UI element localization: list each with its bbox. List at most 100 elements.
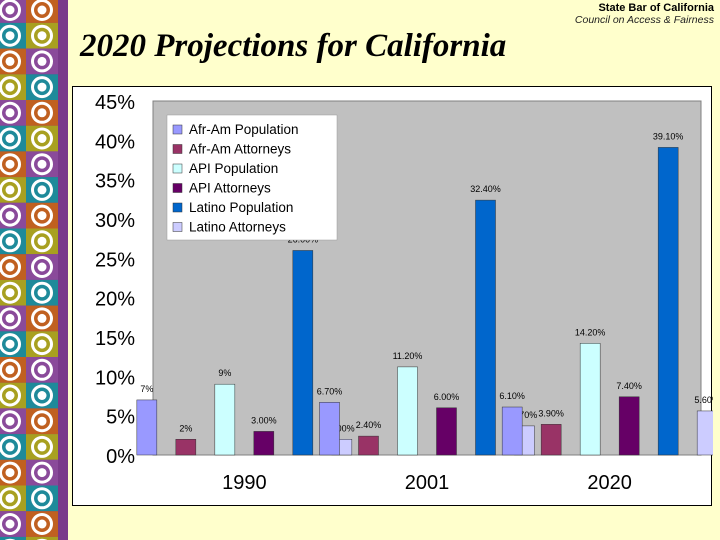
strip-ring-inner [5, 108, 15, 118]
bar [175, 439, 197, 456]
bar [540, 424, 562, 456]
strip-ring-inner [37, 442, 47, 452]
bar [292, 250, 314, 456]
bar [358, 435, 379, 456]
strip-ring-inner [5, 288, 15, 298]
data-label: 7% [140, 384, 153, 394]
strip-ring-inner [5, 134, 15, 143]
bar [319, 402, 340, 456]
data-label: 3.90% [538, 408, 564, 418]
legend-swatch [172, 144, 183, 154]
strip-ring-inner [37, 108, 47, 118]
data-label: 6.10% [499, 391, 525, 401]
decorative-circle-strip [0, 0, 68, 540]
strip-ring-inner [37, 262, 47, 272]
data-label: 2.40% [356, 420, 382, 430]
strip-ring-inner [37, 416, 47, 426]
bar-chart: 0% 5% 10% 15% 20% 25% 30% 35% 40% 45% 7% 2% 9% 3.00% 2… [95, 92, 713, 494]
legend-label: Afr-Am Attorneys [189, 142, 291, 157]
legend-label: API Attorneys [189, 181, 271, 196]
legend-label: Afr-Am Population [189, 122, 299, 137]
y-tick-label: 5% [106, 407, 135, 429]
bar [397, 366, 418, 456]
legend-label: Latino Population [189, 200, 293, 215]
y-tick-label: 30% [95, 210, 135, 232]
data-label: 5.60% [694, 395, 713, 405]
data-label: 3.00% [251, 415, 277, 425]
strip-ring-inner [5, 31, 15, 41]
strip-ring-inner [37, 159, 47, 169]
x-tick-label: 2001 [405, 472, 450, 494]
data-label: 2% [179, 423, 192, 433]
bar [136, 399, 158, 456]
strip-ring-inner [5, 56, 15, 66]
data-label: 32.40% [470, 184, 501, 194]
data-label: 2.00% [329, 423, 355, 433]
bar [657, 147, 679, 456]
strip-ring-inner [37, 134, 47, 143]
strip-ring-inner [37, 31, 47, 41]
strip-tile [26, 536, 58, 540]
strip-ring-inner [5, 468, 15, 478]
strip-ring-inner [5, 262, 15, 272]
strip-ring-inner [37, 313, 47, 323]
bar [436, 407, 457, 456]
data-label: 6.00% [434, 392, 460, 402]
bar [579, 343, 601, 456]
legend-swatch [172, 163, 183, 174]
strip-ring-inner [5, 236, 15, 246]
strip-ring-inner [37, 56, 47, 66]
chart-frame: 0% 5% 10% 15% 20% 25% 30% 35% 40% 45% 7% 2% 9% 3.00% 2… [72, 86, 713, 506]
strip-tile [0, 536, 26, 540]
strip-ring-inner [5, 391, 15, 400]
y-tick-label: 20% [95, 289, 135, 311]
data-label: 7.40% [616, 381, 642, 391]
strip-ring-inner [5, 365, 15, 375]
data-label: 14.20% [575, 327, 606, 337]
bar [214, 383, 236, 456]
legend-swatch [172, 202, 183, 213]
bar [253, 431, 275, 456]
strip-ring-inner [37, 236, 47, 246]
bar [618, 396, 640, 456]
x-tick-label: 1990 [222, 472, 266, 494]
legend-box [166, 114, 338, 241]
bar [501, 406, 523, 456]
strip-ring-inner [5, 82, 15, 92]
organization-subtitle: Council on Access & Fairness [574, 14, 714, 26]
x-tick-label: 2020 [587, 472, 632, 494]
y-tick-label: 25% [95, 249, 135, 271]
data-label: 3.70% [512, 410, 538, 420]
y-tick-label: 40% [95, 131, 135, 153]
bar [475, 199, 496, 456]
strip-ring-inner [5, 493, 15, 503]
strip-ring-inner [37, 288, 47, 298]
strip-ring-inner [5, 416, 15, 426]
strip-ring-inner [5, 339, 15, 349]
strip-ring-inner [37, 519, 47, 529]
bar [696, 410, 713, 456]
organization-block: State Bar of California Council on Acces… [575, 2, 714, 26]
strip-ring-inner [5, 519, 15, 529]
data-label: 6.70% [317, 386, 343, 396]
page-title: 2020 Projections for California [80, 28, 507, 64]
strip-ring-inner [5, 211, 15, 221]
strip-ring-inner [5, 185, 15, 195]
y-tick-label: 45% [95, 92, 135, 114]
strip-ring-inner [37, 185, 47, 195]
legend-label: Latino Attorneys [189, 220, 286, 235]
strip-ring-inner [5, 442, 15, 452]
y-tick-label: 15% [95, 328, 135, 350]
legend-swatch [172, 183, 183, 193]
strip-ring-inner [37, 82, 47, 92]
y-tick-label: 0% [106, 446, 135, 468]
strip-ring-inner [37, 5, 47, 15]
legend-swatch [172, 222, 183, 232]
strip-ring-inner [37, 339, 47, 349]
strip-ring-inner [37, 493, 47, 503]
organization-name: State Bar of California [598, 2, 714, 14]
strip-ring-inner [37, 365, 47, 375]
strip-ring-inner [37, 391, 47, 400]
strip-ring-inner [5, 159, 15, 169]
legend-swatch [172, 124, 183, 135]
